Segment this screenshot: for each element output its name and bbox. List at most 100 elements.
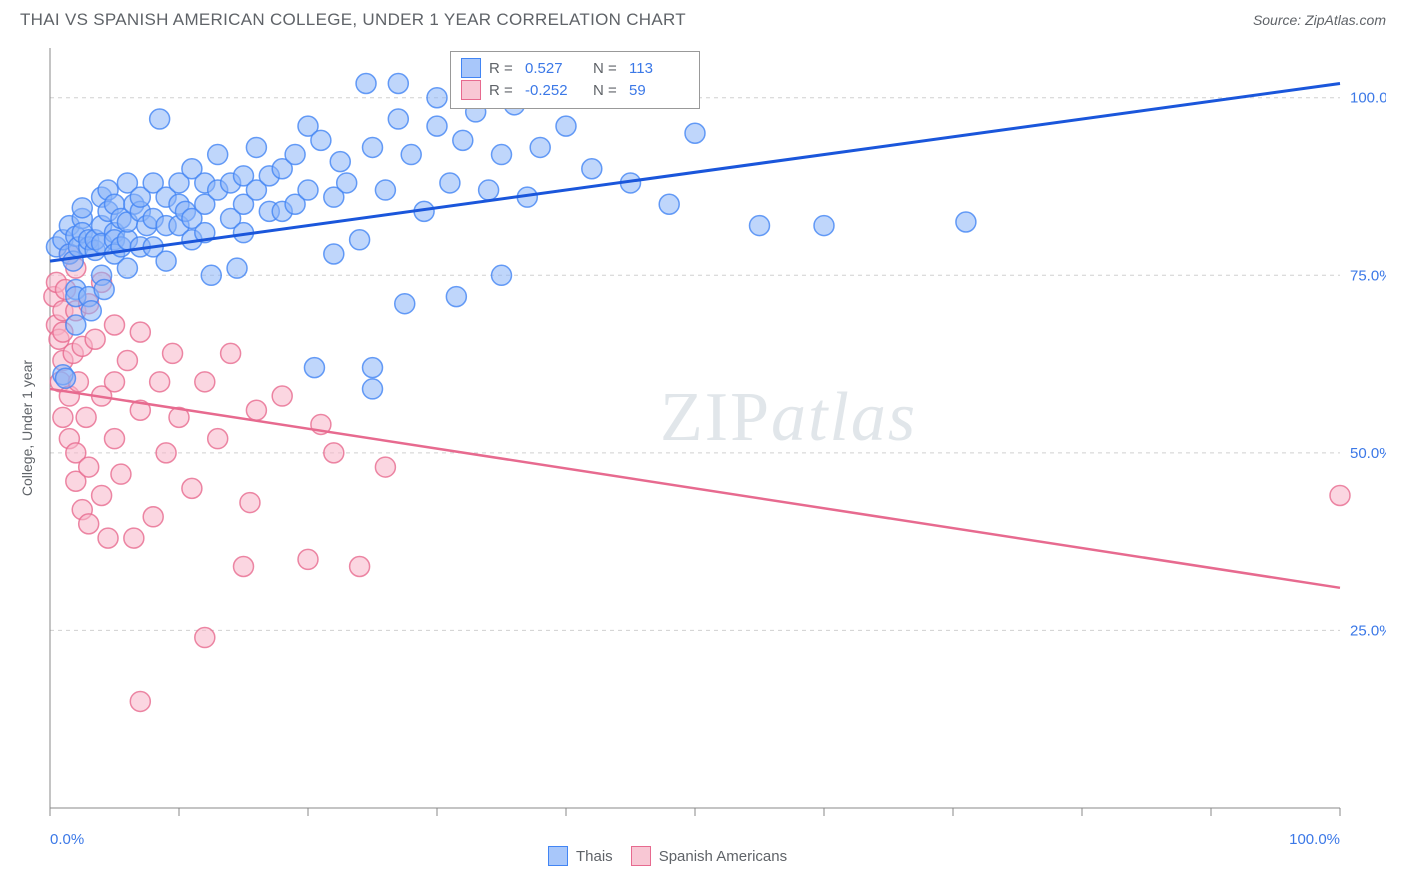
stats-row: R = -0.252 N = 59 [461,80,689,100]
legend-label: Spanish Americans [659,848,787,865]
data-point-spanish [79,457,99,477]
stats-legend-box: R = 0.527 N = 113 R = -0.252 N = 59 [450,51,700,109]
data-point-spanish [79,514,99,534]
stat-r-value: 0.527 [525,60,585,77]
data-point-spanish [163,343,183,363]
data-point-spanish [298,549,318,569]
x-tick-label: 100.0% [1289,831,1340,848]
stat-n-value: 59 [629,82,689,99]
data-point-thai [304,358,324,378]
data-point-spanish [350,557,370,577]
y-axis-title: College, Under 1 year [20,360,35,497]
data-point-spanish [208,429,228,449]
data-point-thai [492,145,512,165]
data-point-spanish [240,493,260,513]
data-point-spanish [272,386,292,406]
data-point-thai [208,145,228,165]
data-point-thai [227,258,247,278]
data-point-thai [285,145,305,165]
data-point-thai [324,244,344,264]
data-point-thai [330,152,350,172]
data-point-thai [363,358,383,378]
data-point-thai [401,145,421,165]
legend-label: Thais [576,848,613,865]
data-point-thai [311,130,331,150]
data-point-spanish [105,372,125,392]
data-point-thai [201,265,221,285]
data-point-thai [94,279,114,299]
data-point-thai [117,258,137,278]
chart-source: Source: ZipAtlas.com [1253,12,1386,28]
data-point-spanish [92,485,112,505]
stat-r-value: -0.252 [525,82,585,99]
y-tick-label: 75.0% [1350,267,1386,284]
data-point-thai [750,216,770,236]
data-point-spanish [234,557,254,577]
data-point-thai [388,74,408,94]
data-point-spanish [246,400,266,420]
data-point-thai [814,216,834,236]
data-point-spanish [111,464,131,484]
data-point-thai [530,137,550,157]
data-point-spanish [130,691,150,711]
data-point-thai [582,159,602,179]
data-point-thai [156,251,176,271]
data-point-thai [446,287,466,307]
data-point-spanish [156,443,176,463]
data-point-thai [55,368,75,388]
legend-swatch-icon [461,80,481,100]
data-point-thai [150,109,170,129]
data-point-spanish [124,528,144,548]
stat-n-value: 113 [629,60,689,77]
stat-n-label: N = [593,82,621,99]
stat-r-label: R = [489,60,517,77]
data-point-spanish [324,443,344,463]
data-point-spanish [53,407,73,427]
data-point-spanish [143,507,163,527]
data-point-thai [363,137,383,157]
data-point-thai [427,88,447,108]
series-legend: Thais Spanish Americans [548,846,787,866]
data-point-spanish [375,457,395,477]
data-point-thai [479,180,499,200]
data-point-thai [81,301,101,321]
legend-swatch-icon [548,846,568,866]
y-tick-label: 50.0% [1350,445,1386,462]
data-point-thai [427,116,447,136]
y-tick-label: 100.0% [1350,90,1386,107]
data-point-thai [556,116,576,136]
data-point-spanish [130,322,150,342]
y-tick-label: 25.0% [1350,622,1386,639]
data-point-thai [388,109,408,129]
data-point-thai [337,173,357,193]
stats-row: R =0.527N =113 [461,58,689,78]
chart-title: THAI VS SPANISH AMERICAN COLLEGE, UNDER … [20,10,686,30]
data-point-thai [375,180,395,200]
data-point-spanish [105,429,125,449]
data-point-spanish [117,351,137,371]
data-point-spanish [85,329,105,349]
data-point-thai [440,173,460,193]
data-point-thai [395,294,415,314]
data-point-spanish [221,343,241,363]
legend-swatch-icon [461,58,481,78]
stat-r-label: R = [489,82,517,99]
legend-item: Thais [548,846,613,866]
legend-swatch-icon [631,846,651,866]
scatter-chart: 25.0%50.0%75.0%100.0%0.0%100.0%College, … [20,38,1386,878]
data-point-thai [956,212,976,232]
data-point-thai [66,315,86,335]
data-point-thai [246,137,266,157]
data-point-thai [492,265,512,285]
data-point-thai [356,74,376,94]
data-point-thai [685,123,705,143]
data-point-thai [72,198,92,218]
data-point-thai [298,180,318,200]
data-point-spanish [182,478,202,498]
data-point-thai [659,194,679,214]
chart-svg: 25.0%50.0%75.0%100.0%0.0%100.0%College, … [20,38,1386,878]
data-point-spanish [1330,485,1350,505]
data-point-spanish [105,315,125,335]
data-point-thai [350,230,370,250]
data-point-spanish [76,407,96,427]
